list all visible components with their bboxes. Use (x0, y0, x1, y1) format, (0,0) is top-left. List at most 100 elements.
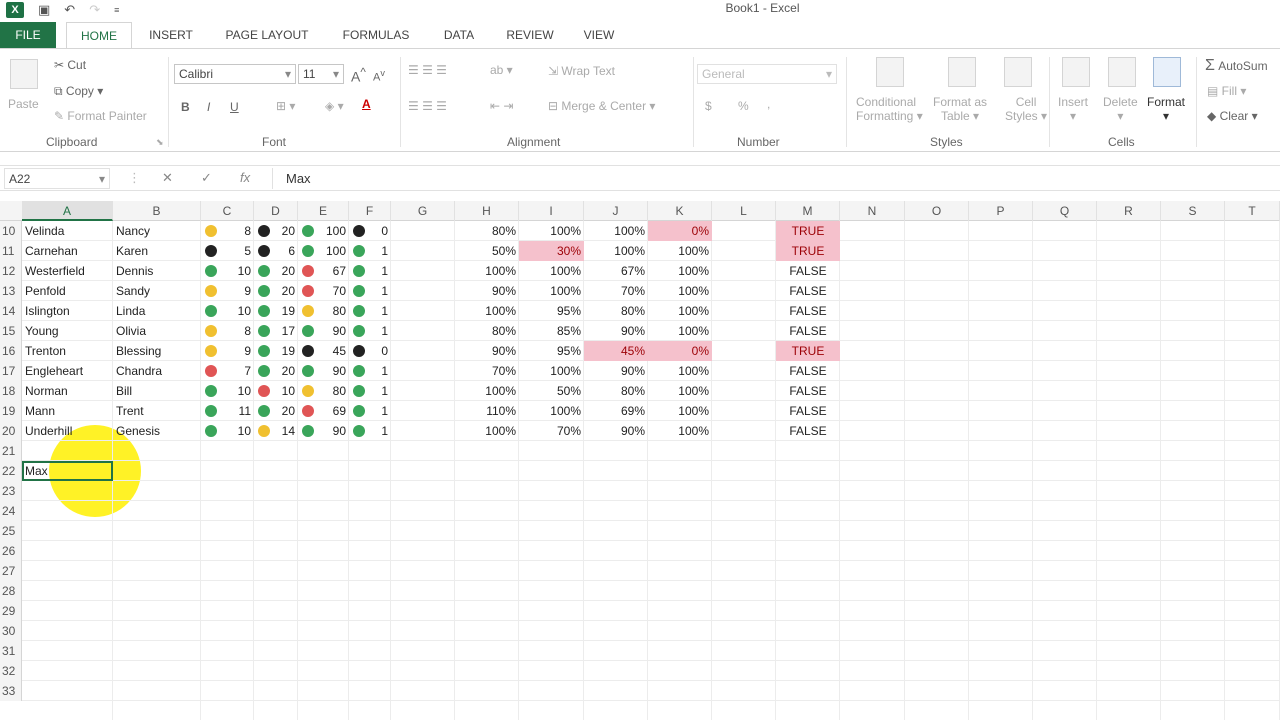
cell-m13[interactable]: FALSE (789, 284, 827, 298)
cell-b13[interactable]: Sandy (116, 284, 151, 298)
cell-h13[interactable]: 90% (491, 284, 516, 298)
column-header-b[interactable]: B (113, 201, 201, 221)
row-header[interactable]: 31 (0, 641, 22, 661)
row-header[interactable]: 22 (0, 461, 22, 481)
column-header-m[interactable]: M (776, 201, 840, 221)
cell-h19[interactable]: 110% (486, 404, 516, 418)
enter-icon[interactable]: ✓ (201, 170, 212, 185)
format-as-table-button[interactable]: Format as Table ▾ (933, 95, 987, 123)
column-header-p[interactable]: P (969, 201, 1033, 221)
row-header[interactable]: 18 (0, 381, 22, 401)
cell-i18[interactable]: 50% (556, 384, 581, 398)
column-header-f[interactable]: F (349, 201, 391, 221)
cell-k14[interactable]: 100% (678, 304, 709, 318)
cell-d16[interactable]: 19 (281, 344, 295, 358)
row-header[interactable]: 30 (0, 621, 22, 641)
cell-j16[interactable]: 45% (584, 341, 648, 361)
cell-e11[interactable]: 100 (325, 244, 346, 258)
cell-b15[interactable]: Olivia (116, 324, 147, 338)
cell-i15[interactable]: 85% (556, 324, 581, 338)
cell-k15[interactable]: 100% (678, 324, 709, 338)
cell-j20[interactable]: 90% (620, 424, 645, 438)
tab-insert[interactable]: INSERT (149, 28, 193, 42)
row-header[interactable]: 10 (0, 221, 22, 241)
column-header-s[interactable]: S (1161, 201, 1225, 221)
cell-styles-button[interactable]: Cell Styles ▾ (1005, 95, 1047, 123)
cell-h17[interactable]: 70% (491, 364, 516, 378)
tab-formulas[interactable]: FORMULAS (342, 28, 410, 42)
cell-b19[interactable]: Trent (116, 404, 144, 418)
column-header-l[interactable]: L (712, 201, 776, 221)
cell-h12[interactable]: 100% (485, 264, 516, 278)
cell-a18[interactable]: Norman (25, 384, 68, 398)
row-header[interactable]: 21 (0, 441, 22, 461)
row-header[interactable]: 12 (0, 261, 22, 281)
cell-j12[interactable]: 67% (620, 264, 645, 278)
currency-button[interactable]: $ (705, 99, 712, 113)
column-header-h[interactable]: H (455, 201, 519, 221)
cell-b14[interactable]: Linda (116, 304, 146, 318)
row-header[interactable]: 20 (0, 421, 22, 441)
row-header[interactable]: 15 (0, 321, 22, 341)
cell-f17[interactable]: 1 (381, 364, 388, 378)
column-header-e[interactable]: E (298, 201, 349, 221)
delete-cells-button[interactable]: Delete ▾ (1103, 95, 1138, 123)
row-header[interactable]: 14 (0, 301, 22, 321)
align-top-icon[interactable]: ☰ ☰ ☰ (408, 63, 447, 77)
row-header[interactable]: 33 (0, 681, 22, 701)
comma-button[interactable]: , (767, 97, 771, 111)
cell-a20[interactable]: Underhill (25, 424, 73, 438)
cell-j18[interactable]: 80% (620, 384, 645, 398)
cell-c10[interactable]: 8 (244, 224, 251, 238)
grow-font-button[interactable]: A^ (351, 66, 366, 85)
cell-k19[interactable]: 100% (678, 404, 709, 418)
cell-i17[interactable]: 100% (550, 364, 581, 378)
cell-j14[interactable]: 80% (620, 304, 645, 318)
column-header-a[interactable]: A (22, 201, 113, 221)
cell-h18[interactable]: 100% (485, 384, 516, 398)
paste-button[interactable]: Paste (8, 97, 39, 111)
cell-k12[interactable]: 100% (678, 264, 709, 278)
copy-button[interactable]: ⧉ Copy ▾ (54, 84, 104, 98)
percent-button[interactable]: % (738, 99, 749, 113)
cell-j19[interactable]: 69% (620, 404, 645, 418)
cell-c19[interactable]: 11 (238, 404, 251, 418)
cell-i12[interactable]: 100% (550, 264, 581, 278)
cut-button[interactable]: ✂ Cut (54, 58, 86, 72)
cell-m20[interactable]: FALSE (789, 424, 827, 438)
clipboard-launcher-icon[interactable]: ⬊ (156, 137, 164, 147)
cell-e10[interactable]: 100 (325, 224, 346, 238)
column-header-n[interactable]: N (840, 201, 905, 221)
bold-button[interactable]: B (181, 100, 190, 114)
cell-b18[interactable]: Bill (116, 384, 133, 398)
cell-i16[interactable]: 95% (556, 344, 581, 358)
conditional-formatting-button[interactable]: Conditional Formatting ▾ (856, 95, 923, 123)
cell-j13[interactable]: 70% (620, 284, 645, 298)
fill-color-icon[interactable]: ◈ ▾ (325, 99, 344, 113)
cell-h15[interactable]: 80% (491, 324, 516, 338)
number-format-select[interactable]: General ▾ (697, 64, 837, 84)
cell-j17[interactable]: 90% (620, 364, 645, 378)
cell-a10[interactable]: Velinda (25, 224, 65, 238)
row-header[interactable]: 16 (0, 341, 22, 361)
indent-icon[interactable]: ⇤ ⇥ (490, 99, 514, 113)
cell-h11[interactable]: 50% (491, 244, 516, 258)
row-header[interactable]: 32 (0, 661, 22, 681)
column-header-c[interactable]: C (201, 201, 254, 221)
clear-button[interactable]: ◆ Clear ▾ (1207, 109, 1258, 123)
cell-m17[interactable]: FALSE (789, 364, 827, 378)
cancel-icon[interactable]: ✕ (162, 170, 173, 185)
column-header-j[interactable]: J (584, 201, 648, 221)
cell-k20[interactable]: 100% (678, 424, 709, 438)
cell-j11[interactable]: 100% (614, 244, 645, 258)
font-color-icon[interactable]: A (362, 97, 371, 111)
name-box[interactable]: A22 ▾ (4, 168, 110, 189)
tab-review[interactable]: REVIEW (506, 28, 554, 42)
cell-d11[interactable]: 6 (288, 244, 295, 258)
redo-icon[interactable]: ↷ (89, 2, 101, 17)
row-header[interactable]: 24 (0, 501, 22, 521)
save-icon[interactable]: ▣ (38, 2, 51, 17)
cell-c13[interactable]: 9 (244, 284, 251, 298)
cell-k18[interactable]: 100% (678, 384, 709, 398)
undo-icon[interactable]: ↶ (64, 2, 76, 17)
